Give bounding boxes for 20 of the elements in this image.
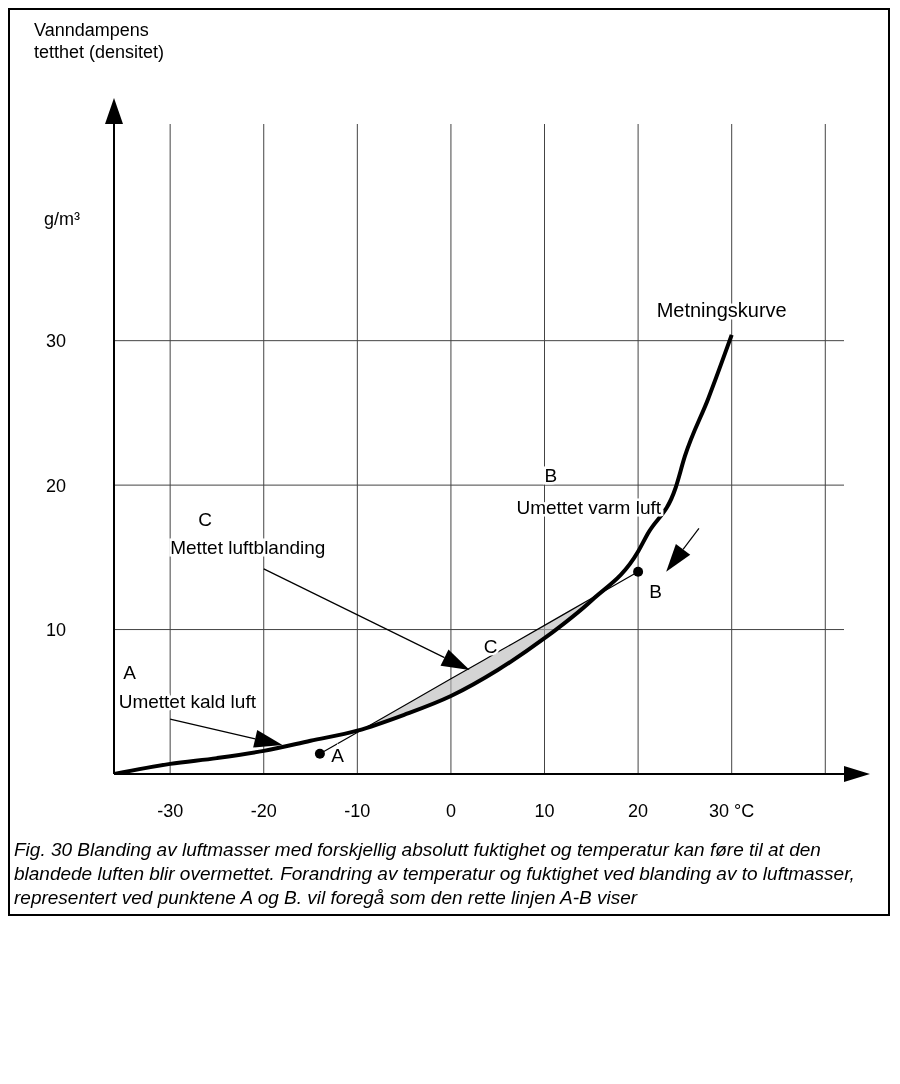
x-tick-label: 20	[628, 800, 649, 821]
annotation: C	[483, 635, 498, 657]
y-tick-label: 30	[45, 331, 66, 352]
x-tick-label: 30 °C	[709, 800, 755, 821]
annotation: A	[331, 745, 345, 767]
x-tick-label: 0	[445, 800, 456, 821]
y-tick-label: 20	[45, 475, 66, 496]
annotation: Umettet kald luft	[118, 690, 257, 712]
y-axis-title: Vanndampens tetthet (densitet)	[34, 20, 165, 62]
annotation: B	[649, 580, 663, 602]
y-tick-label: 10	[45, 619, 66, 640]
text: g/m³	[44, 209, 81, 230]
annotation: B	[544, 465, 558, 487]
caption: Fig. 30 Blanding av luftmasser med forskjellig absolutt fuktighet og temperatur kan føre til at den blandede luften blir overmettet. Forandring av temperatur og fuktighet ved blanding av to luftmasser, representert ved punktene A og B. vil foregå som den rette linjen A-B viser	[14, 838, 856, 910]
annotation: A	[123, 661, 137, 683]
annotation: C	[198, 508, 212, 530]
x-tick-label: -30	[157, 800, 184, 821]
x-tick-label: -10	[344, 800, 371, 821]
x-tick-label: 10	[534, 800, 555, 821]
x-tick-label: -20	[250, 800, 277, 821]
